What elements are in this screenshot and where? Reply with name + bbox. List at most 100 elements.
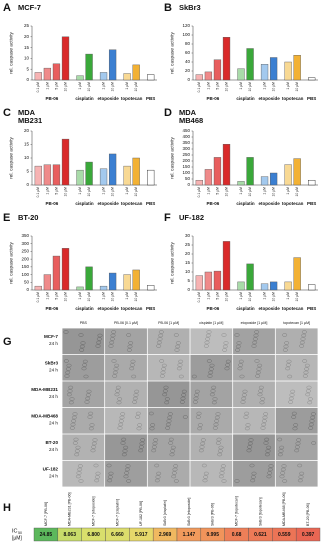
cell-texture — [214, 419, 220, 423]
cell-texture — [169, 452, 175, 457]
dose-label: 10 µM — [111, 82, 115, 92]
cell-texture — [203, 471, 209, 476]
cell-texture — [253, 333, 259, 338]
cell-texture — [109, 337, 115, 341]
y-tick-label: 40 — [185, 59, 191, 64]
cell-texture — [299, 344, 305, 348]
bar — [34, 165, 42, 186]
group-label: PBS — [307, 96, 316, 101]
cell-texture — [70, 422, 76, 427]
bar — [43, 67, 52, 81]
cell-texture — [310, 412, 316, 416]
dose-label: 10 µM — [295, 292, 299, 302]
cell-texture — [115, 389, 121, 393]
cell-texture — [108, 471, 114, 476]
y-axis-label: rel. caspase activity — [169, 241, 175, 283]
cell-texture — [75, 445, 81, 450]
cell-texture — [244, 426, 250, 431]
bar — [99, 168, 108, 186]
cell-texture — [267, 467, 273, 472]
chart-title: MCF-7 — [18, 3, 41, 12]
cell-texture — [215, 441, 221, 445]
y-tick-label: 15 — [185, 260, 191, 265]
y-tick-label: 25 — [24, 23, 30, 28]
dose-label: 1 µM — [239, 292, 243, 300]
cell-texture — [127, 344, 133, 349]
micrograph — [233, 407, 275, 434]
cell-texture — [77, 464, 83, 468]
group-label: PB-06 — [46, 306, 59, 311]
cell-texture — [221, 479, 227, 483]
cell-texture — [156, 471, 162, 476]
cell-texture — [156, 344, 162, 348]
group-label: topotecan — [121, 96, 143, 101]
panel-letter: A — [3, 2, 11, 14]
cell-texture — [220, 464, 226, 468]
cell-texture — [311, 441, 317, 445]
bar — [132, 157, 140, 186]
group-label: cisplatin — [75, 201, 94, 206]
cell-texture — [72, 441, 78, 445]
y-tick-label: 30 — [185, 233, 191, 238]
cell-texture — [265, 449, 271, 453]
bar — [293, 55, 301, 81]
bar — [213, 270, 222, 291]
cell-texture — [224, 366, 230, 371]
cell-texture — [202, 478, 208, 483]
cell-texture — [158, 333, 164, 338]
micrograph — [190, 407, 233, 434]
row-label-unit: [µM] — [12, 535, 22, 541]
cell-texture — [82, 363, 88, 367]
y-axis-label: rel. caspase activity — [8, 241, 14, 283]
column-header: MDA-MB231 [PB-06] — [68, 492, 72, 526]
cell-texture — [114, 392, 120, 397]
y-axis-label: rel. caspase activity — [8, 136, 14, 178]
cell-texture — [294, 445, 300, 449]
bar — [52, 164, 61, 186]
dose-label: 10 µM — [134, 187, 138, 197]
cell-texture — [66, 363, 72, 368]
cell-texture — [85, 393, 91, 397]
bar — [108, 153, 117, 186]
y-tick-label: 0 — [26, 77, 29, 82]
micrograph — [233, 381, 275, 408]
cell-texture — [153, 438, 159, 442]
cell-texture — [279, 474, 285, 479]
cell-texture — [78, 333, 84, 337]
dose-label: 1 µM — [206, 187, 210, 195]
group-label: etoposide — [97, 96, 119, 101]
cell-texture — [294, 448, 300, 453]
group-label: topotecan — [282, 96, 304, 101]
cell-texture — [260, 426, 266, 430]
cell-texture — [86, 389, 92, 394]
cell-texture — [138, 448, 144, 453]
micrograph — [275, 381, 318, 408]
cell-texture — [88, 426, 94, 431]
cell-texture — [161, 363, 167, 368]
micrograph — [62, 381, 105, 408]
cell-texture — [162, 392, 168, 397]
micrograph — [190, 354, 233, 381]
column-header: PB-06 [0.1 µM] — [114, 321, 138, 325]
y-tick-label: 450 — [182, 128, 190, 133]
column-header: PB-06 [1 µM] — [158, 321, 179, 325]
column-header: cisplatin [1 µM] — [199, 321, 223, 325]
dose-label: 10 µM — [87, 187, 91, 197]
cell-texture — [80, 341, 86, 345]
cell-texture — [222, 344, 228, 349]
chart-title: UF-182 — [179, 213, 204, 222]
micrograph — [62, 407, 105, 434]
cell-texture — [286, 359, 292, 364]
cell-texture — [164, 400, 170, 405]
group-label: PB-06 — [46, 96, 59, 101]
cell-texture — [168, 441, 174, 445]
cell-texture — [282, 348, 288, 352]
cell-texture — [277, 437, 283, 442]
bar — [269, 281, 278, 291]
y-tick-label: 0 — [26, 287, 29, 292]
cell-texture — [94, 475, 100, 479]
bar — [284, 164, 292, 186]
micrograph — [233, 354, 275, 381]
chart-title: SkBr3 — [179, 3, 201, 12]
cell-texture — [300, 337, 306, 341]
